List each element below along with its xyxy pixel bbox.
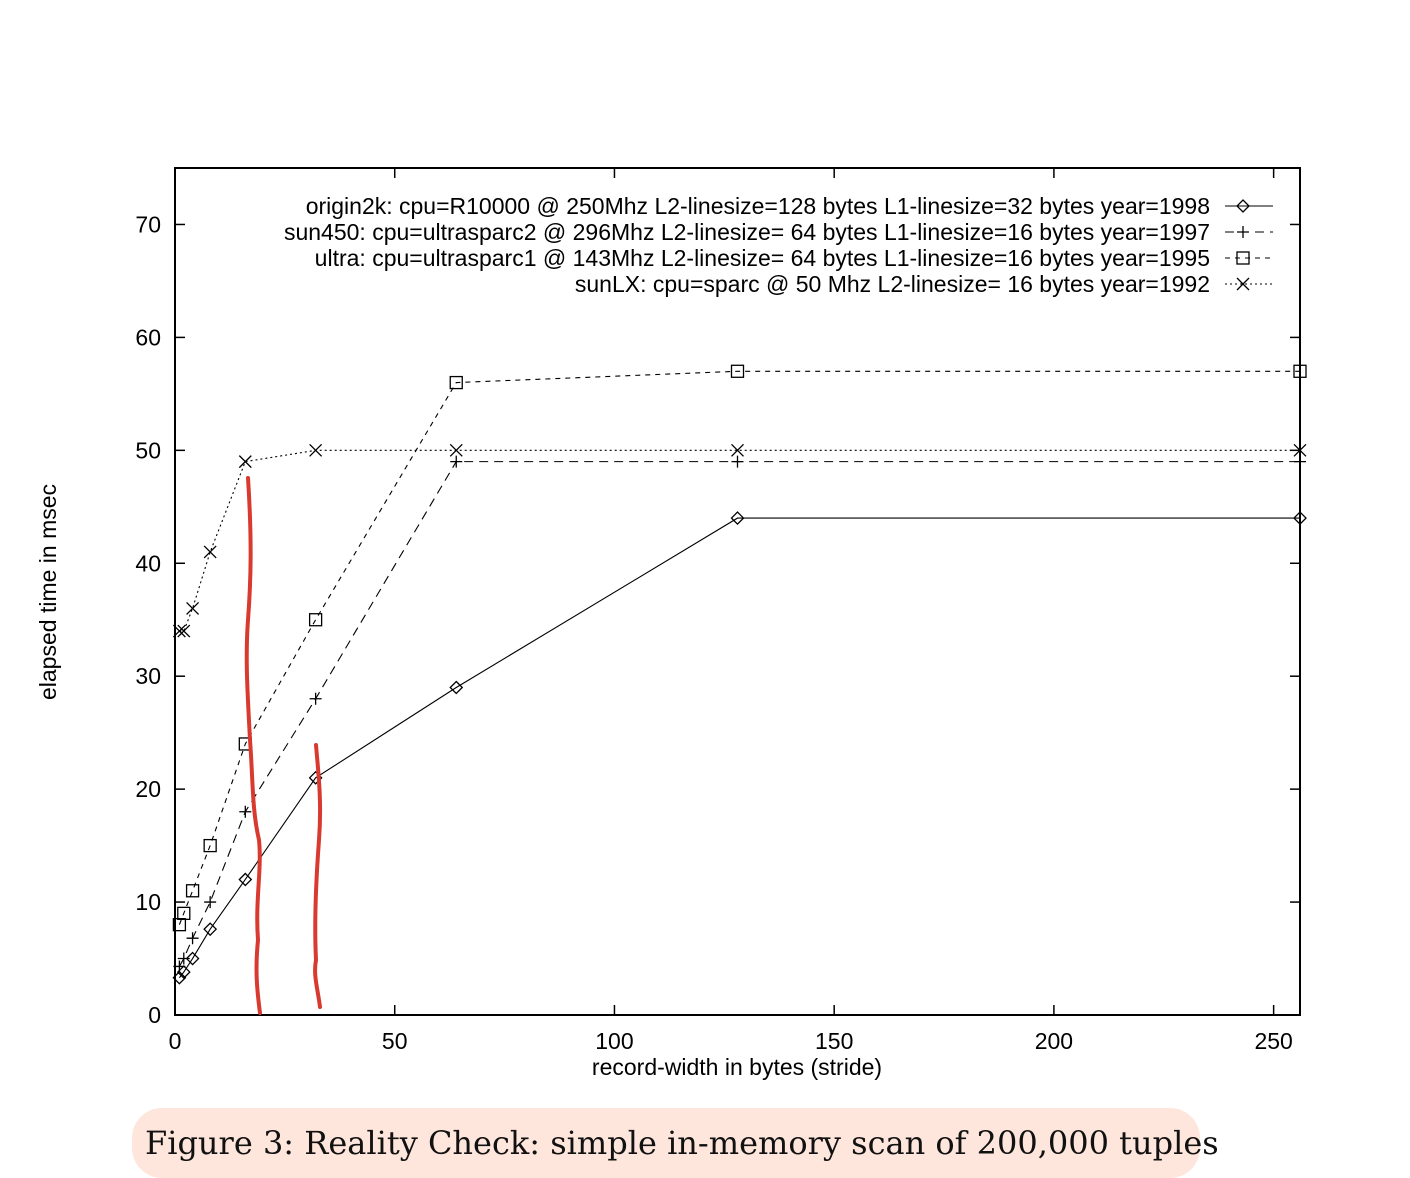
data-point bbox=[731, 443, 744, 457]
x-tick-label: 250 bbox=[1254, 1028, 1292, 1054]
legend-marker bbox=[1236, 251, 1250, 265]
series-2 bbox=[172, 364, 1307, 932]
data-point bbox=[186, 932, 199, 945]
data-point bbox=[185, 951, 200, 966]
red-annotation-stroke bbox=[244, 476, 262, 1015]
data-point bbox=[177, 952, 190, 965]
series-line bbox=[178, 461, 1300, 967]
data-point bbox=[173, 960, 186, 973]
data-point bbox=[203, 838, 217, 853]
data-point bbox=[185, 884, 200, 898]
x-axis-title: record-width in bytes (stride) bbox=[592, 1054, 882, 1080]
data-point bbox=[731, 455, 744, 468]
data-point bbox=[450, 455, 463, 468]
series-line bbox=[179, 449, 1300, 632]
y-tick-label: 40 bbox=[135, 550, 161, 576]
legend-marker bbox=[1236, 277, 1250, 291]
data-point bbox=[308, 613, 323, 627]
plot-frame bbox=[174, 167, 1301, 1016]
series-layer bbox=[172, 364, 1307, 985]
annotation-layer bbox=[244, 476, 323, 1015]
data-point bbox=[1293, 364, 1307, 378]
y-axis-title: elapsed time in msec bbox=[35, 484, 61, 700]
data-point bbox=[172, 624, 186, 638]
y-tick-label: 10 bbox=[135, 889, 161, 915]
legend-marker bbox=[1236, 199, 1250, 213]
figure-caption: Figure 3: Reality Check: simple in-memor… bbox=[145, 1124, 1219, 1162]
series-1 bbox=[173, 455, 1306, 973]
series-0 bbox=[172, 511, 1307, 985]
caption-highlight bbox=[132, 1108, 1200, 1178]
y-tick-label: 30 bbox=[135, 663, 161, 689]
y-tick-label: 70 bbox=[135, 211, 161, 237]
x-tick-label: 50 bbox=[382, 1028, 408, 1054]
data-point bbox=[1294, 455, 1306, 468]
data-point bbox=[203, 922, 218, 937]
data-point bbox=[730, 364, 745, 378]
data-point bbox=[1293, 511, 1307, 526]
legend-label: origin2k: cpu=R10000 @ 250Mhz L2-linesiz… bbox=[306, 193, 1210, 219]
legend-label: sunLX: cpu=sparc @ 50 Mhz L2-linesize= 1… bbox=[575, 271, 1210, 297]
data-point bbox=[203, 545, 217, 559]
x-tick-label: 100 bbox=[595, 1028, 633, 1054]
data-point bbox=[449, 680, 464, 695]
data-point bbox=[1293, 443, 1307, 457]
legend-label: sun450: cpu=ultrasparc2 @ 296Mhz L2-line… bbox=[284, 219, 1210, 245]
data-point bbox=[309, 692, 322, 705]
x-tick-label: 150 bbox=[815, 1028, 853, 1054]
data-point bbox=[186, 601, 200, 615]
data-point bbox=[177, 906, 191, 921]
x-tick-label: 0 bbox=[169, 1028, 182, 1054]
series-line bbox=[178, 517, 1300, 979]
legend-label: ultra: cpu=ultrasparc1 @ 143Mhz L2-lines… bbox=[315, 245, 1210, 271]
data-point bbox=[238, 455, 252, 469]
legend: origin2k: cpu=R10000 @ 250Mhz L2-linesiz… bbox=[284, 193, 1273, 297]
y-tick-label: 60 bbox=[135, 324, 161, 350]
data-point bbox=[730, 511, 745, 526]
data-point bbox=[449, 443, 463, 457]
data-point bbox=[172, 970, 187, 985]
data-point bbox=[177, 624, 191, 638]
data-point bbox=[449, 375, 463, 390]
legend-marker bbox=[1237, 226, 1249, 238]
y-tick-label: 20 bbox=[135, 776, 161, 802]
x-tick-label: 200 bbox=[1035, 1028, 1073, 1054]
ticks: 0 50 100 150 200 250 0 10 20 30 40 50 60 70 bbox=[135, 168, 1300, 1054]
y-tick-label: 50 bbox=[135, 437, 161, 463]
data-point bbox=[172, 918, 187, 932]
y-tick-label: 0 bbox=[148, 1002, 161, 1028]
data-point bbox=[238, 872, 253, 887]
data-point bbox=[239, 805, 252, 818]
series-line bbox=[178, 370, 1300, 925]
red-annotation-stroke bbox=[313, 743, 323, 1009]
data-point bbox=[309, 443, 323, 457]
series-3 bbox=[172, 443, 1307, 638]
data-point bbox=[204, 896, 217, 909]
